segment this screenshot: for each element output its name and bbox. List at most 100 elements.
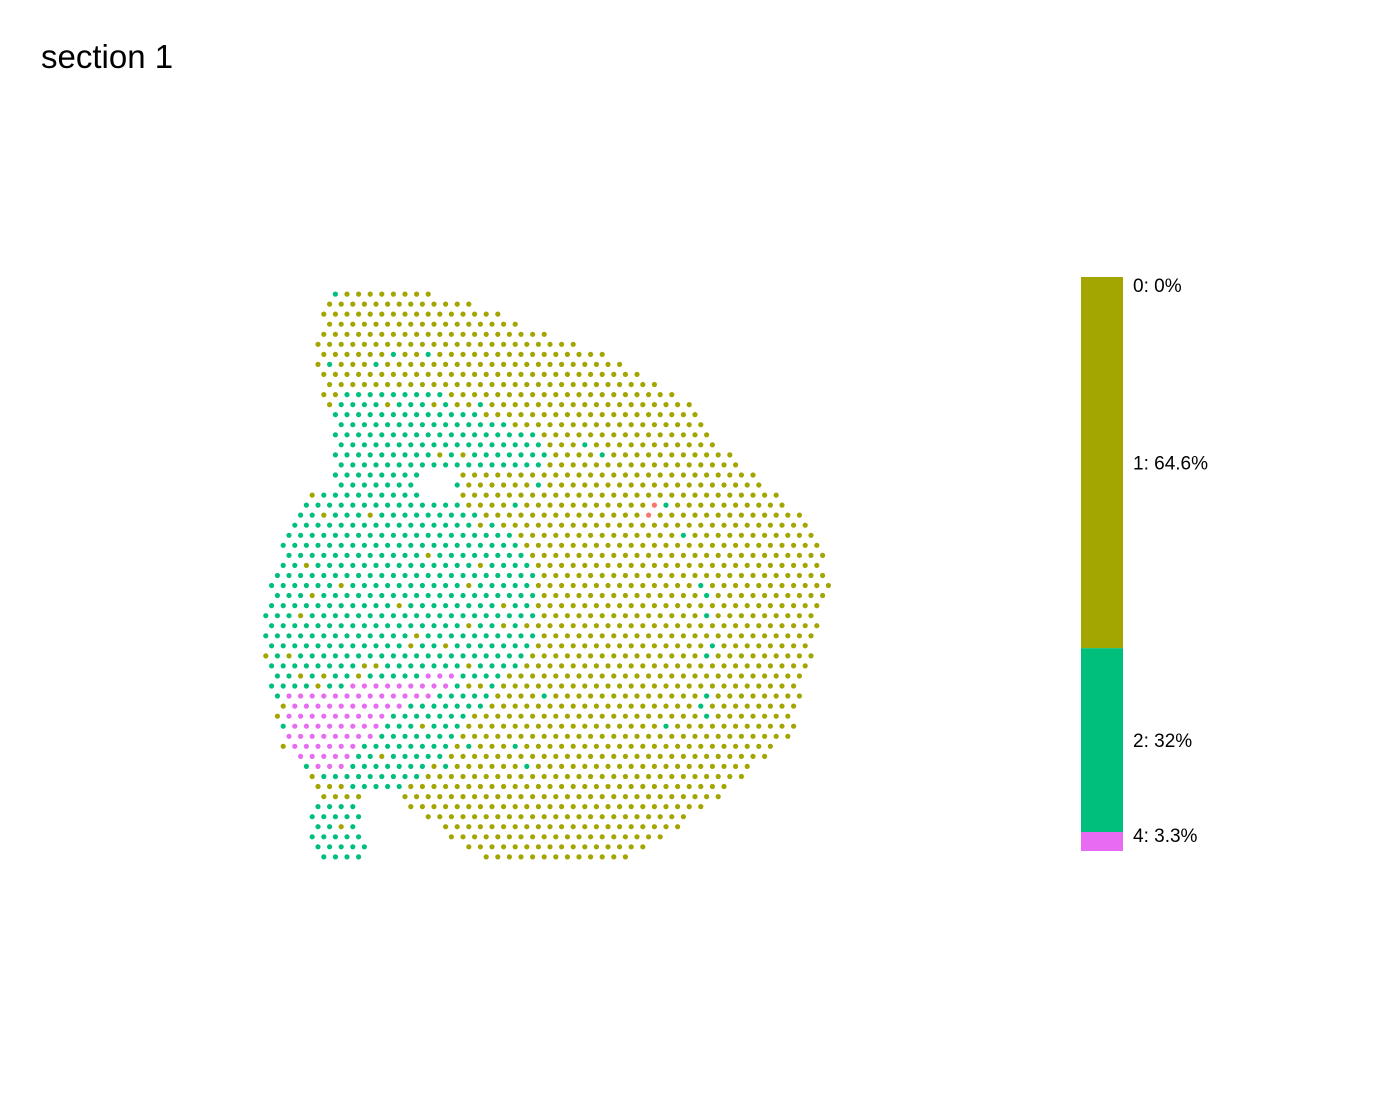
spot-cluster-2 xyxy=(431,623,437,629)
spot-cluster-2 xyxy=(361,442,367,448)
spot-cluster-1 xyxy=(692,452,698,458)
spot-cluster-2 xyxy=(518,432,524,438)
spot-cluster-1 xyxy=(599,351,605,357)
spot-cluster-1 xyxy=(431,321,437,327)
spot-cluster-1 xyxy=(593,844,600,850)
spot-cluster-2 xyxy=(361,502,367,508)
spot-cluster-1 xyxy=(454,301,460,307)
spot-cluster-4 xyxy=(298,693,304,699)
spot-cluster-1 xyxy=(611,592,617,599)
spot-cluster-1 xyxy=(483,733,489,739)
spot-cluster-1 xyxy=(501,743,507,749)
spot-cluster-2 xyxy=(472,452,478,458)
spot-cluster-1 xyxy=(559,562,565,569)
spot-cluster-2 xyxy=(489,683,495,689)
spot-cluster-2 xyxy=(292,562,298,569)
spot-cluster-1 xyxy=(628,824,634,830)
spot-cluster-1 xyxy=(367,311,373,317)
spot-cluster-1 xyxy=(593,723,600,729)
spot-cluster-1 xyxy=(773,572,779,579)
spot-cluster-1 xyxy=(350,301,356,307)
spot-cluster-2 xyxy=(385,522,391,528)
spot-cluster-1 xyxy=(501,844,507,850)
spot-cluster-1 xyxy=(762,653,768,659)
spot-cluster-1 xyxy=(472,331,478,337)
spot-cluster-1 xyxy=(808,633,814,639)
spot-cluster-1 xyxy=(634,492,640,498)
spot-cluster-2 xyxy=(396,542,402,548)
spot-cluster-2 xyxy=(315,562,321,569)
spot-cluster-2 xyxy=(385,462,391,468)
spot-cluster-1 xyxy=(646,412,652,418)
spot-cluster-2 xyxy=(518,633,524,639)
spot-cluster-2 xyxy=(356,412,362,418)
spot-cluster-1 xyxy=(547,603,553,609)
spot-cluster-1 xyxy=(564,613,571,619)
spot-cluster-2 xyxy=(379,472,385,478)
spot-cluster-1 xyxy=(762,733,768,739)
spot-cluster-2 xyxy=(437,432,443,438)
spot-cluster-2 xyxy=(454,663,460,669)
spot-cluster-2 xyxy=(408,422,414,428)
spot-cluster-2 xyxy=(309,673,315,679)
spot-cluster-1 xyxy=(657,713,663,719)
spot-cluster-1 xyxy=(582,522,588,528)
spot-cluster-1 xyxy=(489,482,495,488)
spot-cluster-1 xyxy=(593,462,600,468)
spot-cluster-2 xyxy=(425,392,431,398)
spot-cluster-1 xyxy=(657,733,663,739)
spot-cluster-1 xyxy=(657,432,663,438)
spot-cluster-2 xyxy=(704,613,710,619)
spot-cluster-2 xyxy=(332,512,338,518)
spot-cluster-1 xyxy=(663,603,669,609)
spot-cluster-1 xyxy=(611,733,617,739)
spot-cluster-2 xyxy=(338,542,344,548)
spot-cluster-1 xyxy=(599,854,605,860)
spot-cluster-1 xyxy=(425,773,431,780)
spot-cluster-1 xyxy=(518,331,524,337)
spot-cluster-1 xyxy=(733,582,739,589)
spot-cluster-2 xyxy=(327,844,333,850)
spot-cluster-1 xyxy=(535,341,542,347)
spot-cluster-2 xyxy=(356,532,362,538)
spot-cluster-1 xyxy=(669,412,675,418)
spot-cluster-1 xyxy=(744,522,750,528)
spot-cluster-2 xyxy=(280,603,286,609)
spot-cluster-1 xyxy=(332,331,338,337)
spot-cluster-2 xyxy=(379,773,385,780)
spot-cluster-2 xyxy=(472,693,478,699)
spot-cluster-1 xyxy=(501,623,507,629)
spot-cluster-1 xyxy=(675,542,681,548)
spot-cluster-2 xyxy=(344,673,350,679)
spot-cluster-2 xyxy=(286,552,292,559)
spot-cluster-2 xyxy=(344,472,350,478)
spot-cluster-1 xyxy=(727,472,733,478)
spot-cluster-1 xyxy=(559,361,565,367)
spot-cluster-1 xyxy=(750,572,756,579)
spot-cluster-2 xyxy=(501,422,507,428)
spot-cluster-1 xyxy=(622,834,629,840)
spot-cluster-1 xyxy=(408,341,414,347)
spot-cluster-1 xyxy=(338,783,344,790)
spot-cluster-1 xyxy=(593,703,600,709)
spot-cluster-1 xyxy=(483,834,489,840)
spot-cluster-1 xyxy=(814,582,820,589)
spot-cluster-1 xyxy=(535,743,542,749)
spot-cluster-1 xyxy=(808,653,814,659)
spot-cluster-2 xyxy=(489,462,495,468)
spot-cluster-4 xyxy=(309,713,315,719)
spot-cluster-1 xyxy=(425,794,431,800)
spot-cluster-1 xyxy=(802,643,808,649)
spot-cluster-1 xyxy=(709,763,716,770)
spot-cluster-1 xyxy=(651,663,658,669)
spot-cluster-1 xyxy=(350,341,356,347)
spot-cluster-2 xyxy=(356,592,362,599)
spot-cluster-1 xyxy=(460,331,466,337)
spot-cluster-1 xyxy=(588,512,594,518)
spot-cluster-1 xyxy=(599,371,605,377)
spot-cluster-1 xyxy=(582,743,588,749)
spot-cluster-2 xyxy=(402,713,408,719)
spot-cluster-2 xyxy=(274,653,280,659)
spot-cluster-1 xyxy=(477,562,483,569)
spot-cluster-2 xyxy=(454,703,460,709)
